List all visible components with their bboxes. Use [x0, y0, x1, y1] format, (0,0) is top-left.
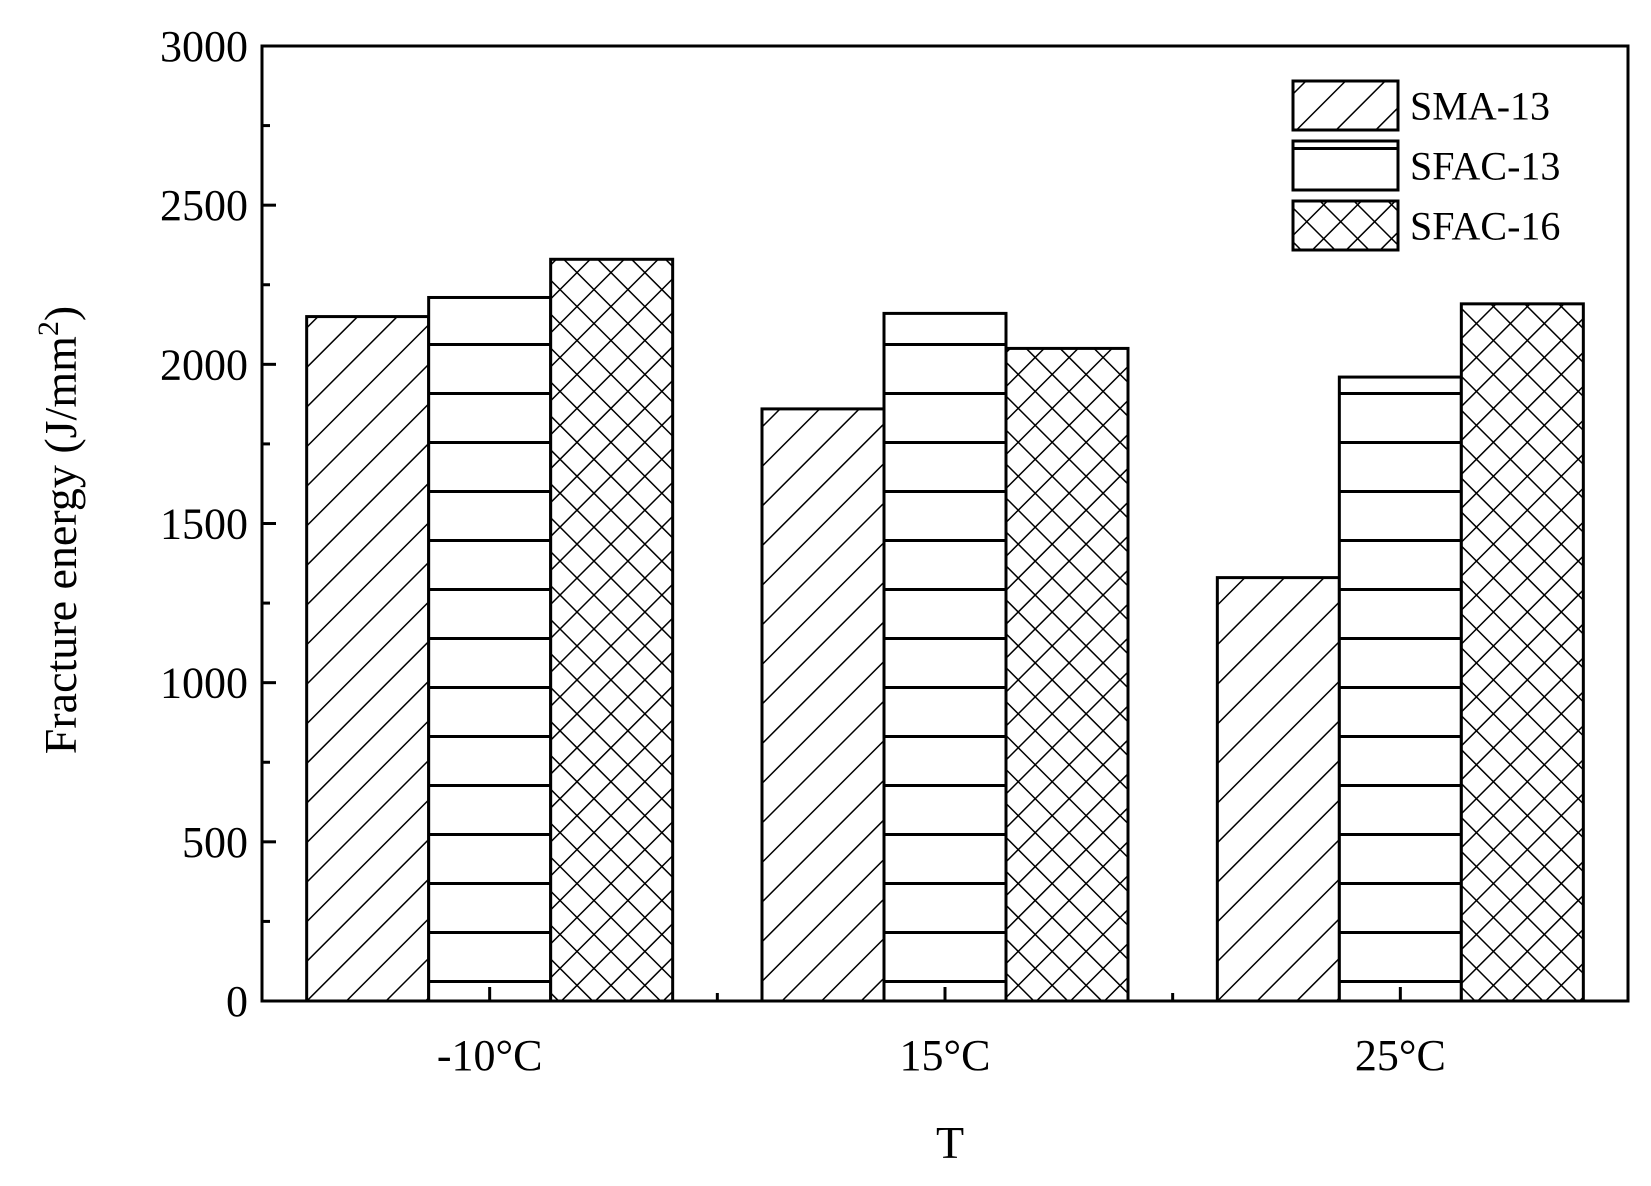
tick-labels-group: 0 500 1000 1500 2000 2500 3000 -10°C 15°C 25°C — [160, 22, 1446, 1080]
legend-swatch-sfac-13 — [1291, 139, 1400, 192]
bar-sfac-13-1 — [882, 311, 1008, 1003]
y-tick-label: 2500 — [160, 181, 248, 230]
bar-sfac-13-0 — [427, 295, 553, 1003]
x-axis-title: T — [936, 1117, 964, 1168]
x-tick-label: -10°C — [437, 1031, 543, 1080]
bar-sma-13-1 — [760, 407, 886, 1003]
axes-group — [260, 44, 1630, 1003]
y-tick-label: 0 — [226, 977, 248, 1026]
y-tick-label: 1500 — [160, 500, 248, 549]
bar-sma-13-2 — [1215, 576, 1341, 1003]
y-tick-label: 500 — [182, 818, 248, 867]
legend-swatch-sma-13 — [1291, 79, 1400, 132]
bar-sfac-16-2 — [1459, 302, 1585, 1003]
y-tick-label: 1000 — [160, 659, 248, 708]
bar-sma-13-0 — [305, 315, 431, 1003]
x-tick-label: 25°C — [1355, 1031, 1446, 1080]
y-axis-title-close: ) — [35, 306, 86, 321]
legend-swatch-sfac-16 — [1291, 199, 1400, 252]
bar-sfac-16-0 — [549, 257, 675, 1003]
legend-label-sfac-13: SFAC-13 — [1410, 144, 1560, 189]
bar-sfac-13-2 — [1337, 375, 1463, 1003]
y-tick-label: 3000 — [160, 22, 248, 71]
y-axis-title: Fracture energy (J/mm2) — [32, 306, 86, 754]
legend-label-sma-13: SMA-13 — [1410, 84, 1550, 129]
bar-sfac-16-1 — [1004, 346, 1130, 1003]
legend-label-sfac-16: SFAC-16 — [1410, 204, 1560, 249]
legend: SMA-13 SFAC-13 SFAC-16 — [1291, 79, 1560, 252]
bars-group — [305, 257, 1585, 1003]
y-tick-label: 2000 — [160, 340, 248, 389]
y-axis-title-superscript: 2 — [32, 321, 65, 336]
x-tick-label: 15°C — [900, 1031, 991, 1080]
y-axis-title-main: Fracture energy (J/mm — [35, 336, 86, 754]
